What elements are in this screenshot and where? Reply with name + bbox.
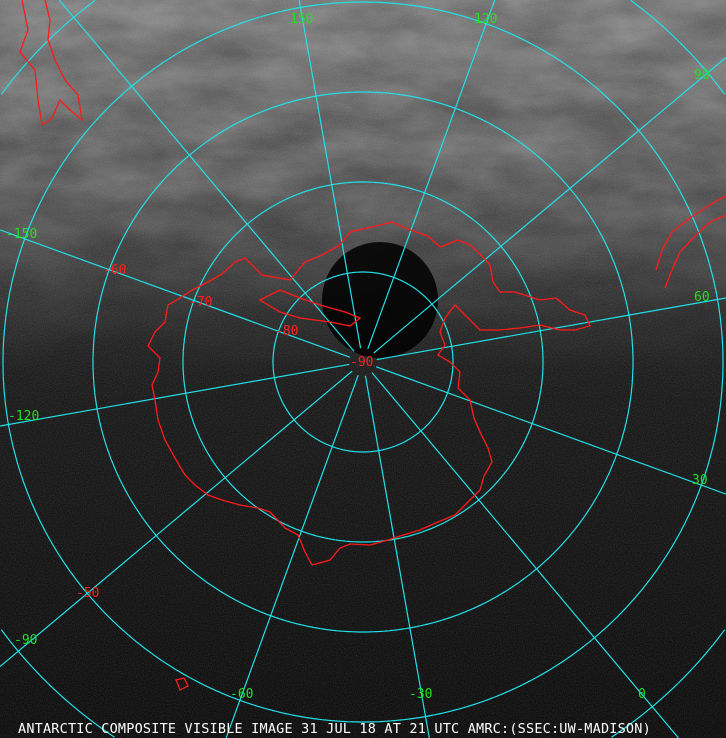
small-island bbox=[175, 677, 189, 691]
longitude-label: -60 bbox=[230, 687, 254, 702]
longitude-label: 90 bbox=[694, 68, 710, 83]
latitude-label: -70 bbox=[189, 295, 213, 310]
polar-night-area bbox=[322, 242, 438, 358]
longitude-label: -120 bbox=[8, 409, 40, 424]
ross-ice-shelf-outline bbox=[258, 289, 362, 327]
longitude-label: 120 bbox=[474, 12, 498, 27]
latitude-circle bbox=[92, 91, 634, 633]
image-caption: ANTARCTIC COMPOSITE VISIBLE IMAGE 31 JUL… bbox=[18, 721, 651, 737]
longitude-label: 0 bbox=[638, 687, 646, 702]
south-america-coastline bbox=[19, 0, 83, 127]
meridian-line bbox=[376, 297, 726, 361]
longitude-label: -150 bbox=[6, 227, 38, 242]
meridian-line bbox=[367, 0, 496, 350]
longitude-label: 60 bbox=[694, 290, 710, 305]
latitude-circle bbox=[272, 271, 454, 453]
latitude-circle bbox=[2, 1, 724, 723]
latitude-circle bbox=[182, 181, 544, 543]
latitude-label: -90 bbox=[350, 355, 374, 370]
meridian-line bbox=[371, 372, 679, 738]
longitude-label: -90 bbox=[14, 633, 38, 648]
meridian-line bbox=[0, 229, 351, 358]
longitude-label: 30 bbox=[692, 473, 708, 488]
latitude-label: -80 bbox=[275, 324, 299, 339]
antarctica-coastline bbox=[147, 221, 591, 566]
island-coastline bbox=[655, 195, 726, 289]
meridian-line bbox=[364, 375, 430, 738]
meridian-line bbox=[375, 366, 726, 495]
meridian-line bbox=[58, 0, 355, 352]
meridian-line bbox=[298, 0, 362, 349]
meridian-line bbox=[373, 56, 726, 354]
meridian-line bbox=[225, 374, 359, 738]
latitude-label: -60 bbox=[103, 263, 127, 278]
longitude-label: -30 bbox=[409, 687, 433, 702]
latitude-label: -50 bbox=[76, 586, 100, 601]
longitude-label: 150 bbox=[290, 12, 314, 27]
coastlines bbox=[19, 0, 726, 691]
meridian-line bbox=[0, 370, 353, 668]
meridian-line bbox=[0, 363, 350, 427]
